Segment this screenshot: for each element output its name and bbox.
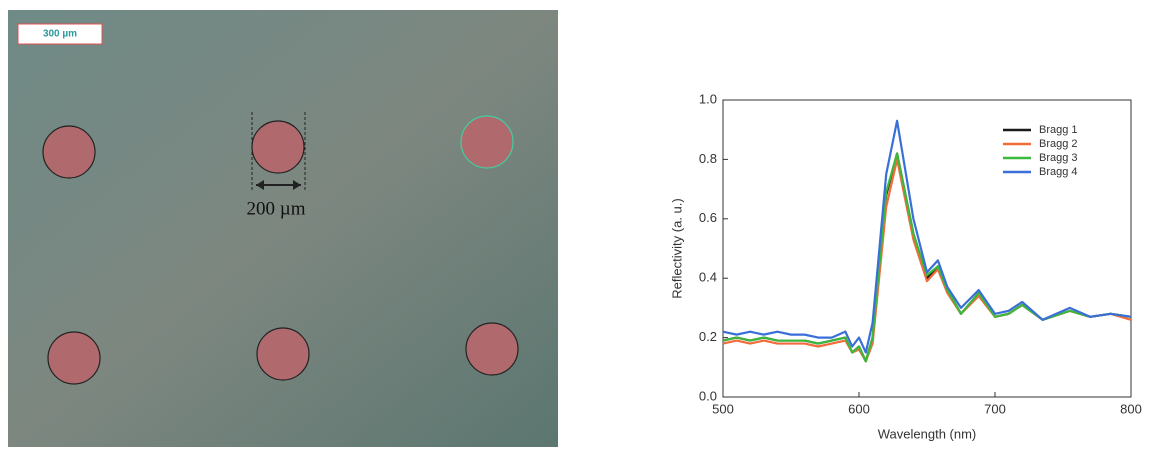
legend-label: Bragg 2 [1039,138,1078,150]
legend-label: Bragg 1 [1039,124,1078,136]
dot [256,327,310,381]
y-axis-label: Reflectivity (a. u.) [669,198,684,298]
dimension-label: 200 µm [247,198,306,219]
scale-bar-label: 300 µm [43,29,77,40]
dot [251,120,305,174]
micrograph-background [8,10,558,447]
micrograph: 300 µm 200 µm [8,10,558,447]
dot [42,125,96,179]
dot [47,331,101,385]
scale-bar-box [17,23,103,45]
x-tick-label: 500 [712,401,734,416]
dot [460,115,514,169]
series-line [722,119,1132,354]
y-tick-label: 0.6 [699,210,717,225]
y-tick-label: 0.4 [699,270,717,285]
series-line [722,152,1132,363]
x-tick-label: 600 [848,401,870,416]
x-tick-label: 800 [1120,401,1142,416]
plot-frame [722,99,1132,398]
y-tick-label: 0.8 [699,151,717,166]
chart: 0.0 0.2 0.4 0.6 0.8 1.0 500 600 700 800 Wavelength… [669,91,1141,441]
dot [465,322,519,376]
series-line [722,152,1132,363]
x-axis-label: Wavelength (nm) [878,426,977,441]
y-tick-label: 1.0 [699,91,717,106]
y-tick-label: 0.0 [699,388,717,403]
x-tick-label: 700 [984,401,1006,416]
y-tick-label: 0.2 [699,329,717,344]
series-line [722,158,1132,363]
legend-label: Bragg 3 [1039,152,1078,164]
dots [42,115,519,385]
legend-label: Bragg 4 [1039,166,1078,178]
